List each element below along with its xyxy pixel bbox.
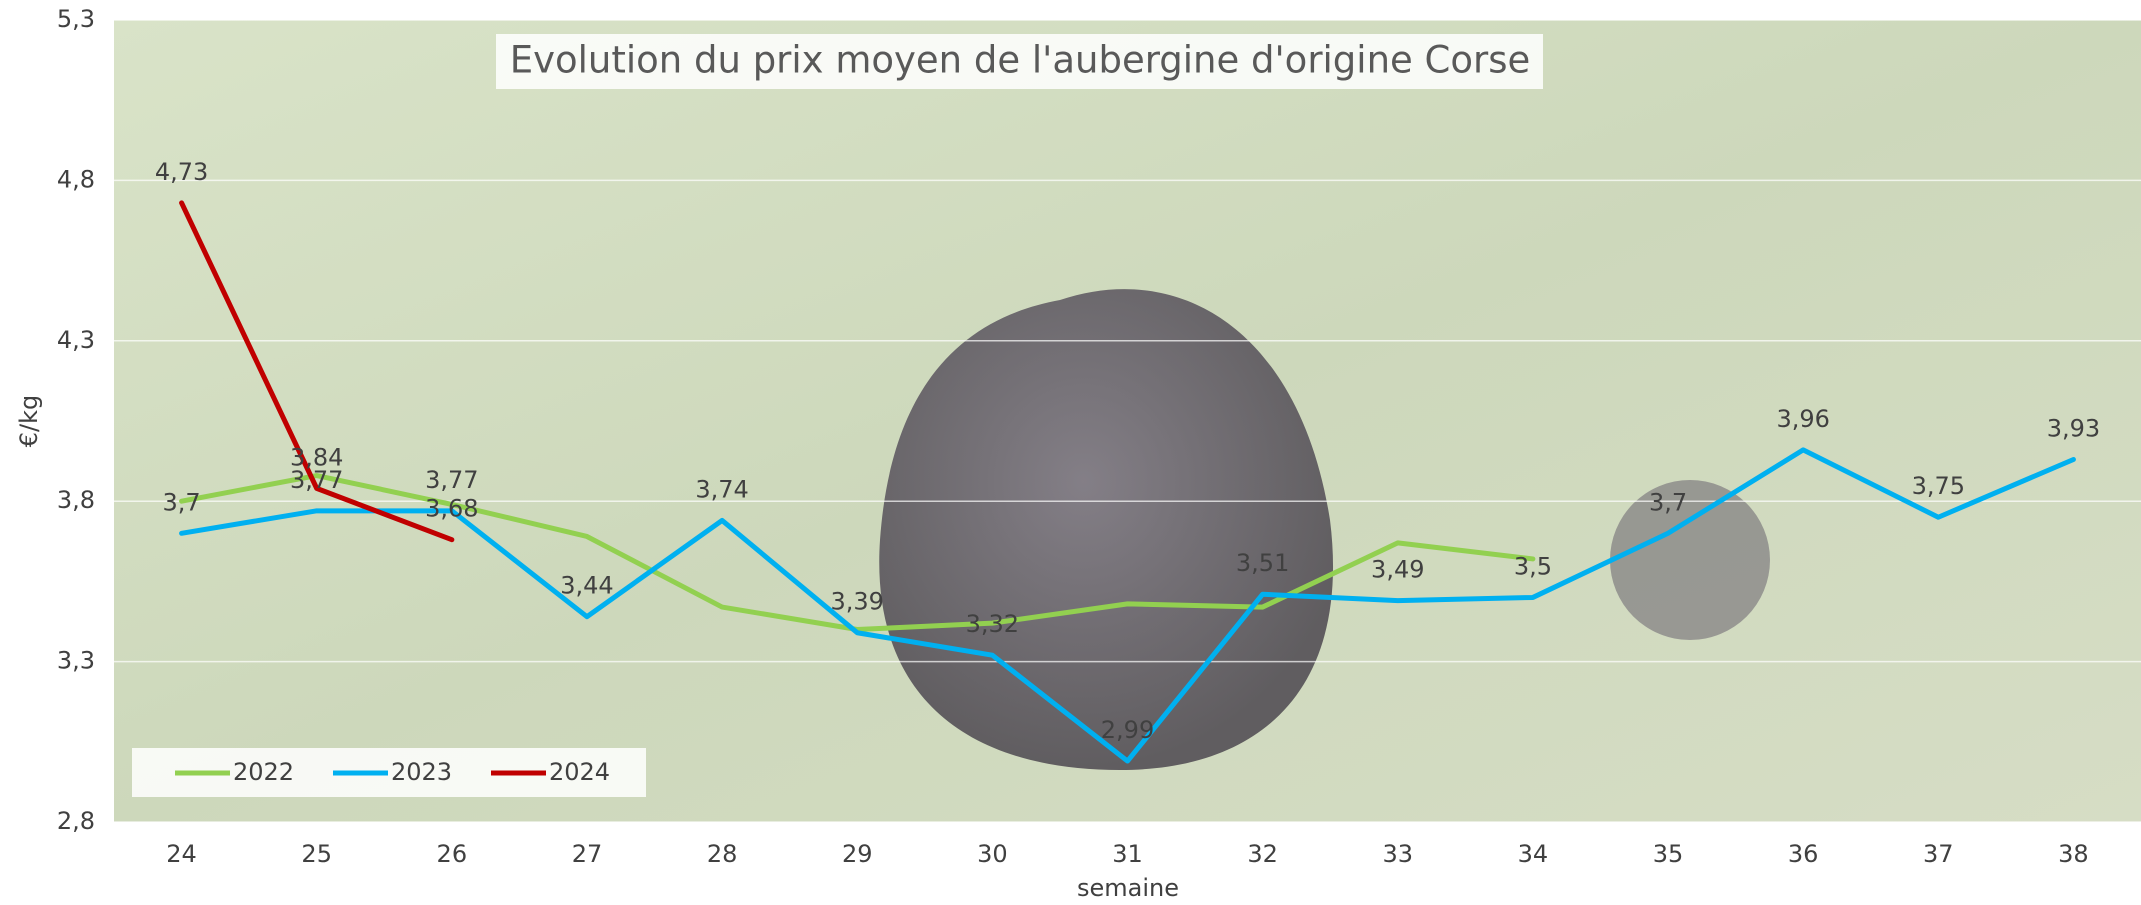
x-axis-title: semaine <box>1077 874 1179 902</box>
x-tick-label: 26 <box>437 840 468 868</box>
legend-label: 2022 <box>233 758 294 786</box>
data-label: 3,51 <box>1236 549 1289 577</box>
x-tick-label: 27 <box>572 840 603 868</box>
legend-label: 2024 <box>549 758 610 786</box>
data-label: 3,7 <box>162 488 200 516</box>
data-label: 3,44 <box>560 572 613 600</box>
data-label: 3,5 <box>1514 552 1552 580</box>
data-label: 3,49 <box>1371 556 1424 584</box>
x-tick-label: 28 <box>707 840 738 868</box>
data-label: 3,68 <box>425 495 478 523</box>
data-label: 4,73 <box>155 158 208 186</box>
x-tick-label: 32 <box>1247 840 1278 868</box>
data-label: 3,7 <box>1649 488 1687 516</box>
x-tick-label: 37 <box>1923 840 1954 868</box>
data-label: 3,84 <box>290 443 343 471</box>
data-label: 3,93 <box>2047 414 2100 442</box>
x-tick-label: 24 <box>166 840 197 868</box>
x-tick-label: 33 <box>1382 840 1413 868</box>
data-label: 3,32 <box>966 610 1019 638</box>
x-tick-label: 25 <box>301 840 332 868</box>
data-label: 2,99 <box>1101 716 1154 744</box>
x-tick-label: 36 <box>1788 840 1819 868</box>
chart-title: Evolution du prix moyen de l'aubergine d… <box>510 39 1531 82</box>
data-label: 3,39 <box>831 588 884 616</box>
chart: Evolution du prix moyen de l'aubergine d… <box>0 0 2141 905</box>
y-tick-label: 4,3 <box>57 326 95 354</box>
x-tick-label: 38 <box>2058 840 2089 868</box>
background-eggplant <box>1610 480 1770 640</box>
data-label: 3,77 <box>425 466 478 494</box>
y-tick-label: 4,8 <box>57 165 95 193</box>
x-tick-label: 29 <box>842 840 873 868</box>
x-tick-label: 31 <box>1112 840 1143 868</box>
y-tick-label: 5,3 <box>57 5 95 33</box>
background-eggplant <box>879 289 1333 770</box>
x-tick-label: 34 <box>1518 840 1549 868</box>
y-tick-label: 2,8 <box>57 807 95 835</box>
y-tick-label: 3,3 <box>57 647 95 675</box>
x-tick-label: 30 <box>977 840 1008 868</box>
legend-label: 2023 <box>391 758 452 786</box>
y-axis-title: €/kg <box>15 395 43 448</box>
data-label: 3,96 <box>1776 405 1829 433</box>
x-tick-label: 35 <box>1653 840 1684 868</box>
data-label: 3,75 <box>1912 472 1965 500</box>
y-tick-label: 3,8 <box>57 486 95 514</box>
data-label: 3,74 <box>695 475 748 503</box>
